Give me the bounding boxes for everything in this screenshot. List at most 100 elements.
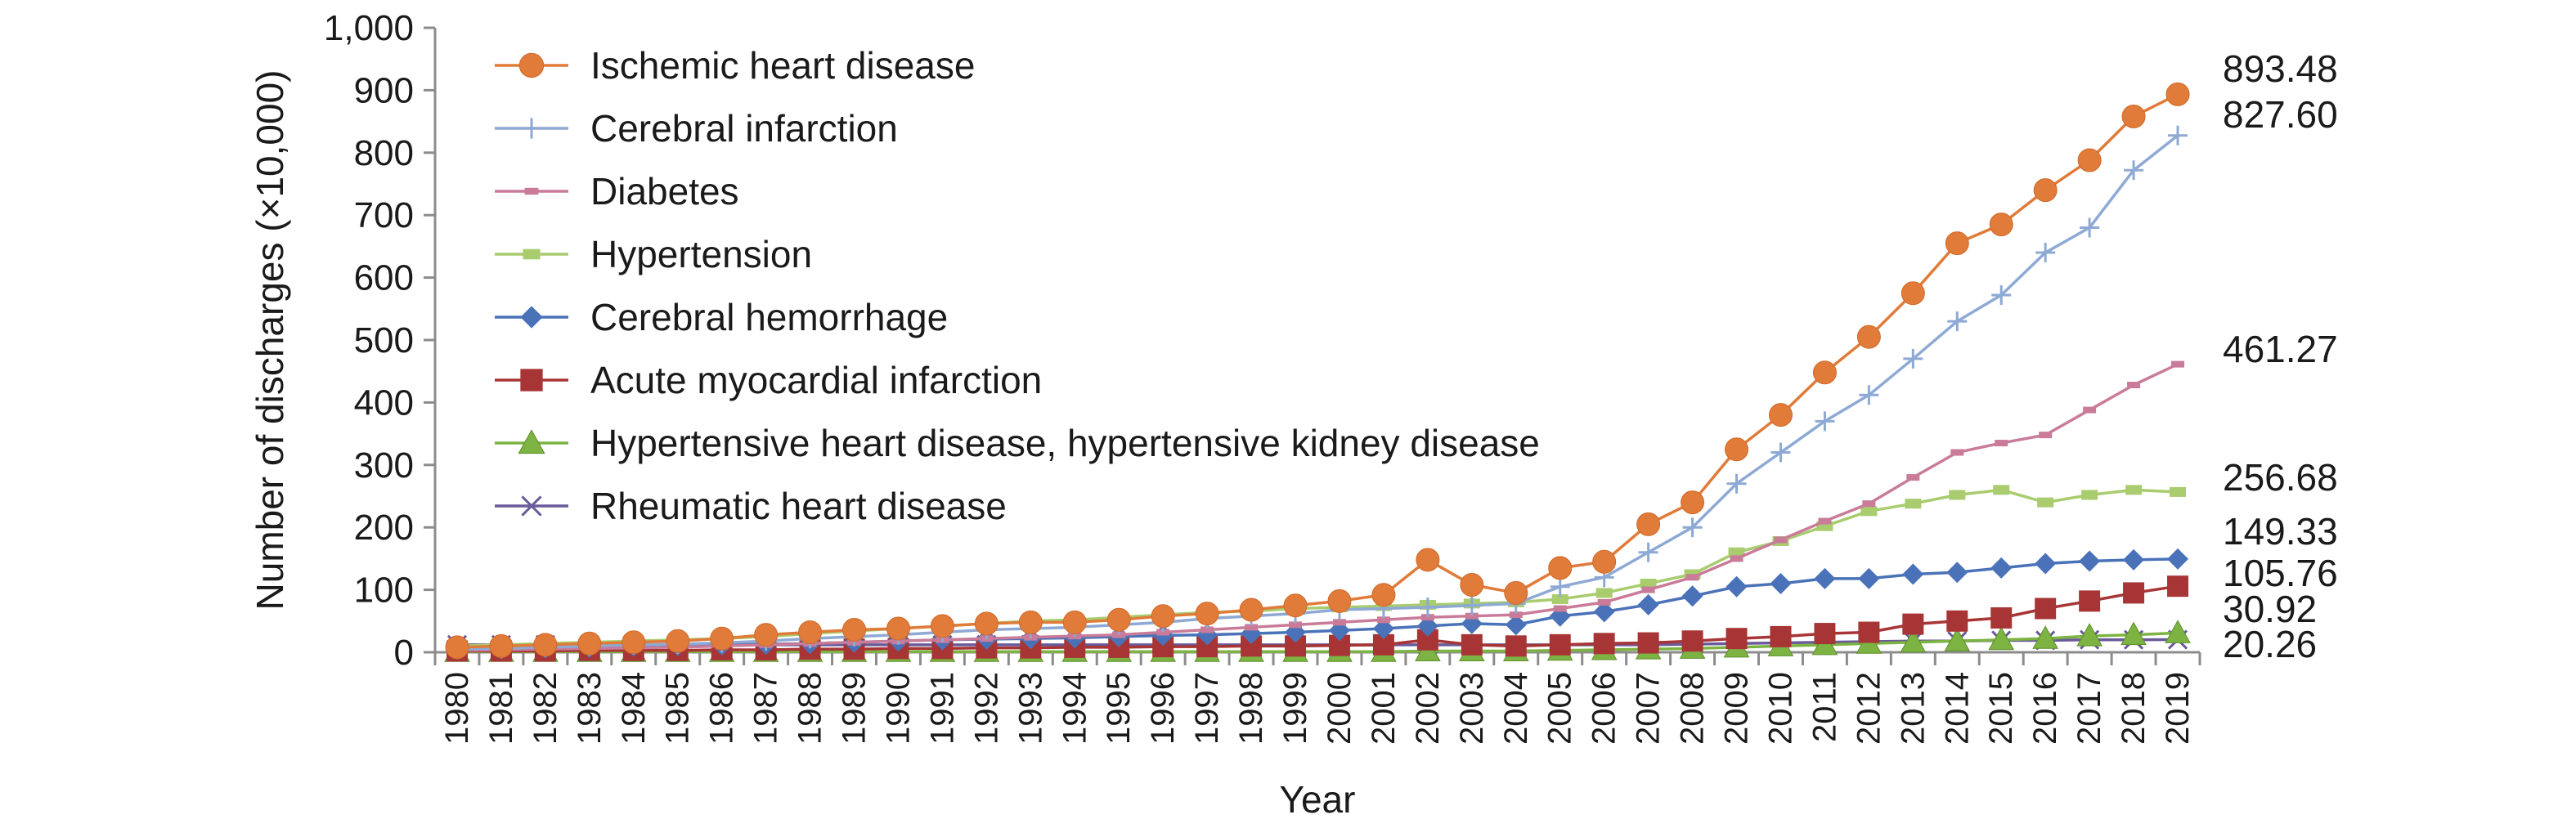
data-point xyxy=(1420,614,1434,621)
x-tick-label: 2010 xyxy=(1762,672,1798,745)
x-tick-label: 1984 xyxy=(616,672,652,745)
legend-item: Acute myocardial infarction xyxy=(495,359,1042,401)
data-point xyxy=(1636,512,1661,536)
data-point xyxy=(1726,628,1748,650)
legend-item: Ischemic heart disease xyxy=(495,44,975,87)
legend: Ischemic heart disease Cerebral infarctio… xyxy=(495,44,1540,527)
data-point xyxy=(1283,593,1308,618)
end-value-label: 105.76 xyxy=(2223,552,2338,594)
x-tick-label: 1993 xyxy=(1012,672,1048,745)
data-point xyxy=(2125,485,2143,495)
x-tick-label: 2018 xyxy=(2116,672,2152,745)
data-point xyxy=(1768,403,1793,427)
data-point xyxy=(1593,601,1615,623)
x-tick-label: 2014 xyxy=(1939,672,1975,745)
data-point xyxy=(1818,517,1832,525)
x-tick-label: 1980 xyxy=(439,672,475,745)
data-point xyxy=(2127,382,2141,389)
data-point xyxy=(1151,604,1175,629)
x-tick-label: 2012 xyxy=(1851,672,1887,745)
data-point xyxy=(2170,486,2187,497)
x-tick-label: 1982 xyxy=(527,672,563,745)
data-point xyxy=(666,629,690,653)
data-point xyxy=(1289,621,1303,629)
end-value-label: 149.33 xyxy=(2223,510,2338,553)
data-point xyxy=(489,633,514,658)
y-tick-label: 300 xyxy=(354,445,414,486)
series-line xyxy=(456,92,2179,649)
data-point xyxy=(1550,576,1570,597)
series-line xyxy=(456,134,2179,651)
legend-marker xyxy=(521,118,542,139)
legend-item: Hypertensive heart disease, hypertensive… xyxy=(495,422,1540,464)
legend-label: Cerebral hemorrhage xyxy=(590,296,948,338)
x-tick-label: 2008 xyxy=(1675,672,1711,745)
data-point xyxy=(1989,213,2013,237)
data-point xyxy=(1553,605,1567,612)
data-point xyxy=(1728,547,1745,557)
data-point xyxy=(1906,474,1920,481)
data-point xyxy=(886,616,910,641)
data-point xyxy=(1593,633,1615,655)
data-point xyxy=(1637,632,1659,654)
x-tick-label: 2007 xyxy=(1631,672,1667,745)
data-point xyxy=(1944,628,1971,651)
data-point xyxy=(1862,500,1876,508)
x-tick-label: 1997 xyxy=(1189,672,1225,745)
data-point xyxy=(1548,556,1573,580)
data-point xyxy=(1156,629,1170,636)
data-point xyxy=(2167,575,2189,598)
y-tick-label: 700 xyxy=(354,195,414,235)
data-point xyxy=(1988,626,2015,651)
x-tick-label: 1998 xyxy=(1233,672,1269,745)
data-point xyxy=(2124,160,2144,181)
series-line xyxy=(456,363,2179,652)
data-point xyxy=(1990,557,2013,579)
data-point xyxy=(1860,506,1878,517)
legend-item: Hypertension xyxy=(495,233,812,275)
y-tick-label: 0 xyxy=(394,633,414,673)
data-point xyxy=(2035,598,2057,620)
y-tick-label: 200 xyxy=(354,508,414,548)
x-tick-label: 1986 xyxy=(704,672,740,745)
data-point xyxy=(1946,562,1968,584)
y-tick-label: 400 xyxy=(354,383,414,423)
data-point xyxy=(1640,578,1657,589)
x-tick-label: 2015 xyxy=(1983,672,2019,745)
end-value-label: 827.60 xyxy=(2223,93,2338,136)
data-point xyxy=(1018,610,1043,634)
legend-item: Diabetes xyxy=(495,170,739,213)
x-tick-label: 2005 xyxy=(1542,672,1578,745)
data-point xyxy=(1993,485,2010,495)
data-point xyxy=(2035,553,2057,575)
data-point xyxy=(930,614,954,638)
data-point xyxy=(1770,442,1791,463)
x-tick-label: 2011 xyxy=(1806,672,1842,742)
data-point xyxy=(1812,360,1837,385)
data-point xyxy=(1637,593,1659,615)
data-point xyxy=(1682,517,1703,538)
data-point xyxy=(1641,586,1655,593)
x-tick-label: 1983 xyxy=(572,672,608,745)
x-tick-label: 2003 xyxy=(1454,672,1490,745)
data-point xyxy=(1726,575,1748,598)
x-tick-label: 2017 xyxy=(2071,672,2107,745)
data-point xyxy=(1195,602,1219,626)
legend-label: Diabetes xyxy=(590,170,739,213)
x-tick-label: 1989 xyxy=(837,672,873,745)
data-point xyxy=(1327,589,1352,613)
data-point xyxy=(1681,585,1703,607)
x-axis-title: Year xyxy=(1280,778,1356,821)
data-point xyxy=(1903,348,1923,369)
x-tick-label: 1996 xyxy=(1145,672,1181,745)
data-point xyxy=(2121,104,2146,128)
data-point xyxy=(1900,629,1927,653)
y-tick-label: 1,000 xyxy=(324,8,414,48)
data-point xyxy=(1730,555,1744,562)
data-point xyxy=(1859,385,1879,405)
data-point xyxy=(1814,623,1836,645)
series-layer xyxy=(444,82,2191,662)
data-point xyxy=(1990,606,2013,629)
data-point xyxy=(533,633,558,657)
data-point xyxy=(1726,473,1747,494)
